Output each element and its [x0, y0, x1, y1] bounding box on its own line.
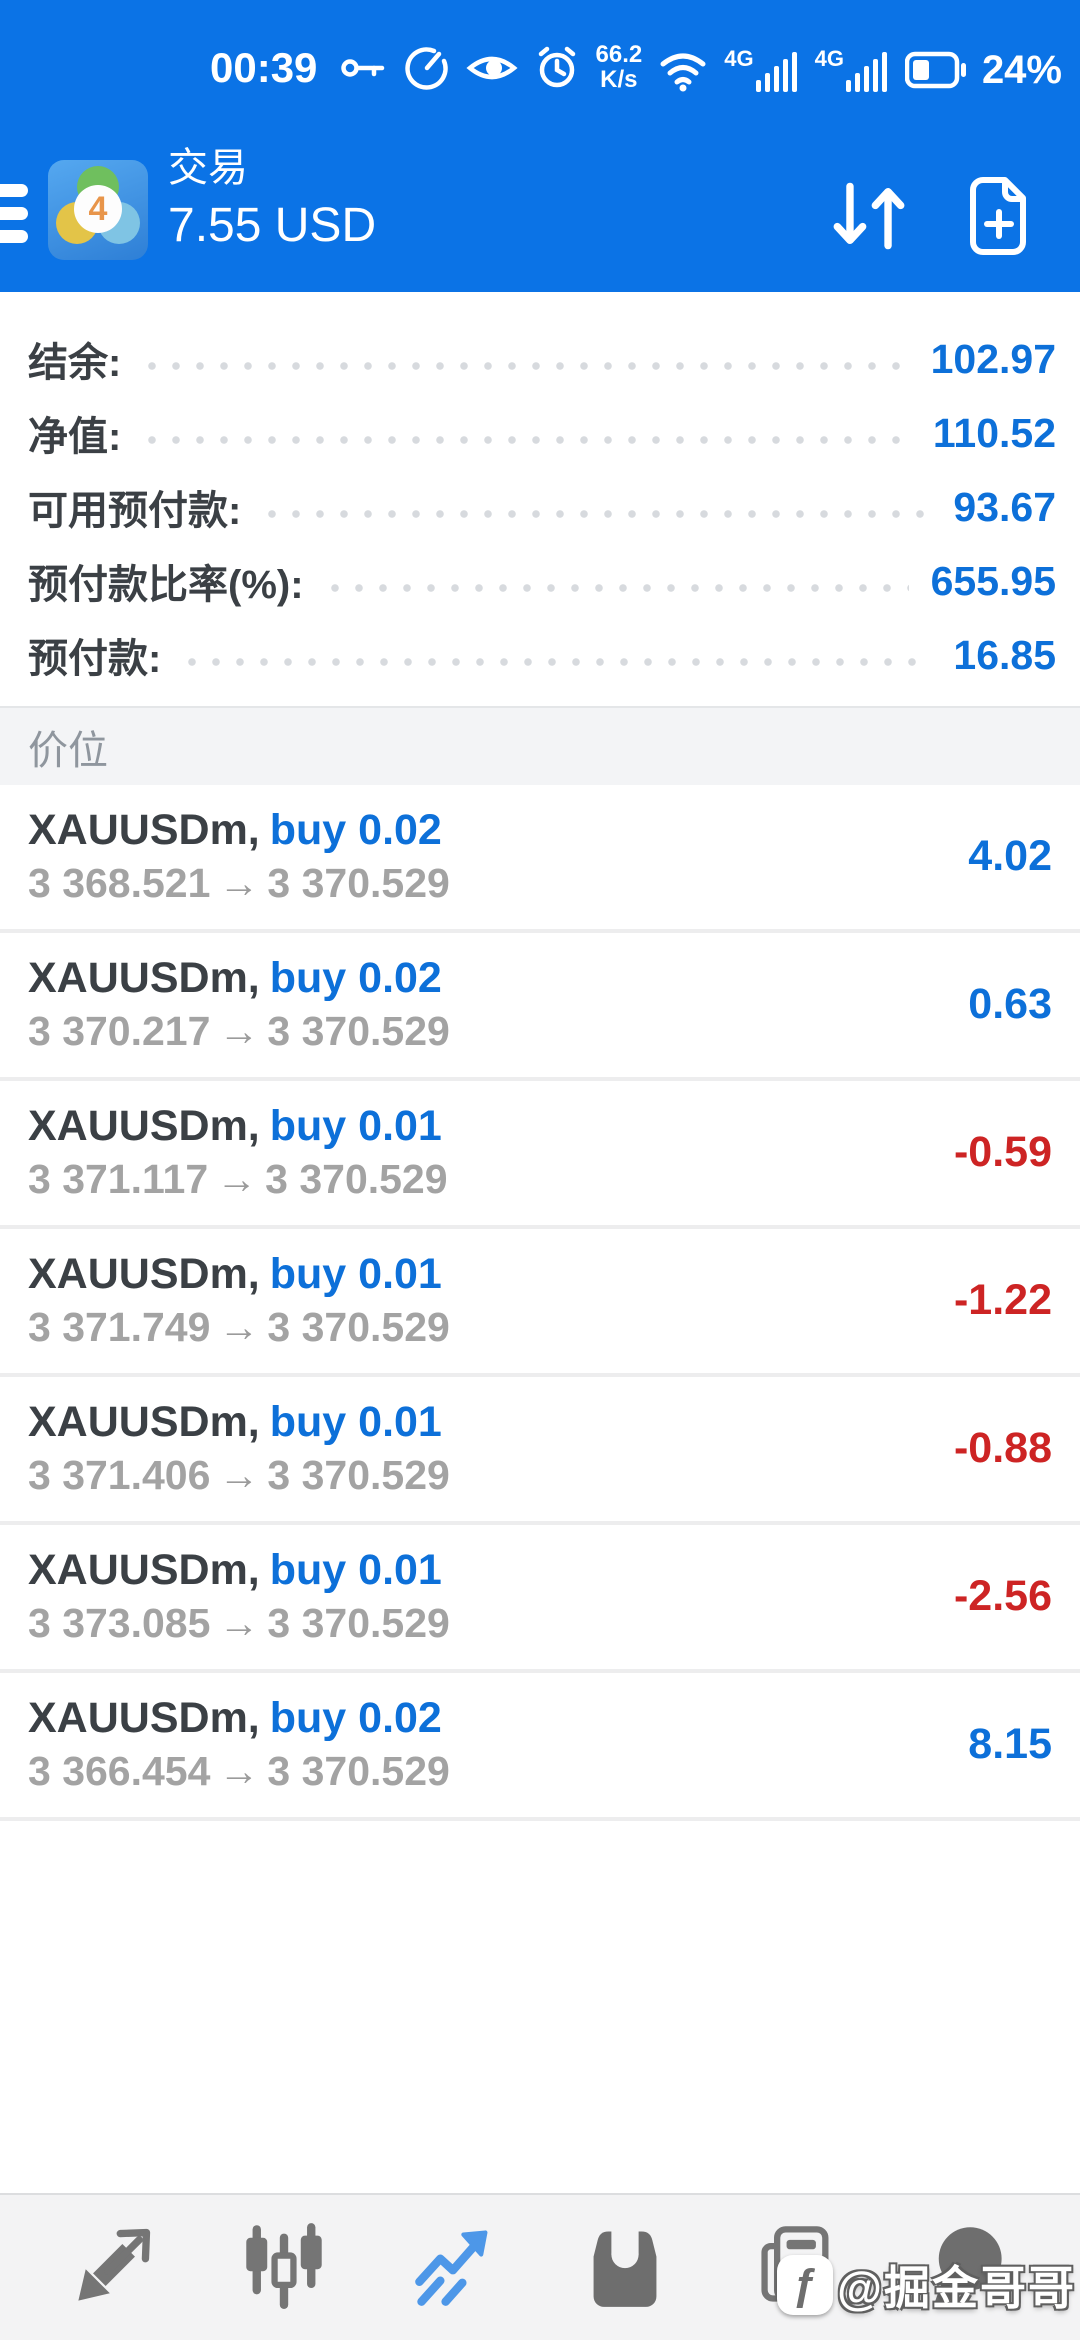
tab-charts[interactable]: [238, 2222, 330, 2314]
position-profit: 0.63: [968, 979, 1052, 1028]
arrow-right-icon: →: [218, 1304, 260, 1350]
position-prices: 3 368.521 → 3 370.529: [28, 860, 450, 906]
position-direction: buy 0.01: [269, 1250, 442, 1298]
alarm-icon: [533, 44, 581, 92]
arrow-right-icon: →: [218, 1008, 260, 1054]
arrow-right-icon: →: [218, 1452, 260, 1498]
position-direction: buy 0.02: [269, 806, 442, 854]
position-profit: -1.22: [953, 1275, 1052, 1324]
position-symbol: XAUUSDm,: [28, 1694, 260, 1742]
position-row[interactable]: XAUUSDm, buy 0.02 3 370.217 → 3 370.529 0.6…: [0, 933, 1080, 1081]
position-direction: buy 0.01: [269, 1546, 442, 1594]
position-profit: -0.88: [953, 1423, 1052, 1472]
position-profit: -2.56: [953, 1571, 1052, 1620]
mt4-logo-number: 4: [74, 185, 122, 233]
watermark-logo-icon: ƒ: [777, 2255, 834, 2315]
app-bar: 4 交易 7.55 USD: [0, 100, 1080, 292]
summary-row-margin-level: 预付款比率(%): 655.95: [28, 557, 1056, 608]
wifi-icon: [657, 44, 709, 92]
position-row[interactable]: XAUUSDm, buy 0.01 3 371.406 → 3 370.529 -0.…: [0, 1377, 1080, 1525]
position-direction: buy 0.02: [269, 954, 442, 1002]
position-row[interactable]: XAUUSDm, buy 0.01 3 373.085 → 3 370.529 -2.…: [0, 1525, 1080, 1673]
position-direction: buy 0.02: [269, 1694, 442, 1742]
arrow-right-icon: →: [216, 1156, 258, 1202]
trade-trend-icon: [411, 2221, 499, 2314]
position-profit: -0.59: [953, 1127, 1052, 1176]
position-prices: 3 371.406 → 3 370.529: [28, 1452, 450, 1498]
position-profit: 8.15: [968, 1719, 1052, 1768]
position-symbol: XAUUSDm,: [28, 1102, 260, 1150]
header-area: 00:39 66.2 K/s: [0, 0, 1080, 292]
menu-icon[interactable]: [0, 184, 28, 253]
position-prices: 3 371.749 → 3 370.529: [28, 1304, 450, 1350]
tab-quotes[interactable]: [68, 2222, 160, 2314]
signal-bars-icon: 4G: [724, 46, 799, 92]
position-row[interactable]: XAUUSDm, buy 0.01 3 371.117 → 3 370.529 -0.…: [0, 1081, 1080, 1229]
position-symbol: XAUUSDm,: [28, 1398, 260, 1446]
position-symbol: XAUUSDm,: [28, 954, 260, 1002]
dotted-leader: [147, 360, 909, 372]
dotted-leader: [329, 582, 909, 594]
key-icon: [340, 44, 388, 92]
dotted-leader: [187, 656, 932, 668]
watermark: ƒ @掘金哥哥: [777, 2252, 1076, 2318]
eye-protection-icon: [465, 44, 518, 92]
position-prices: 3 373.085 → 3 370.529: [28, 1600, 450, 1646]
position-prices: 3 370.217 → 3 370.529: [28, 1008, 450, 1054]
positions-section-title: 价位: [28, 728, 108, 773]
data-saver-icon: [403, 44, 451, 92]
status-bar: 00:39 66.2 K/s: [0, 0, 1080, 100]
account-equity-usd: 7.55 USD: [168, 199, 377, 252]
position-row[interactable]: XAUUSDm, buy 0.01 3 371.749 → 3 370.529 -1.…: [0, 1229, 1080, 1377]
tab-trade[interactable]: [409, 2222, 501, 2314]
battery-icon: [904, 48, 967, 92]
position-prices: 3 371.117 → 3 370.529: [28, 1156, 448, 1202]
page-title: 交易: [168, 146, 248, 190]
status-time: 00:39: [210, 44, 318, 91]
position-row[interactable]: XAUUSDm, buy 0.02 3 368.521 → 3 370.529 4.0…: [0, 785, 1080, 933]
arrow-right-icon: →: [218, 1748, 260, 1794]
signal-bars-icon: 4G: [815, 46, 890, 92]
position-direction: buy 0.01: [269, 1102, 442, 1150]
position-symbol: XAUUSDm,: [28, 1546, 260, 1594]
sort-icon[interactable]: [830, 179, 908, 258]
tab-chat[interactable]: [920, 2222, 1012, 2314]
chat-bubble-icon: [922, 2221, 1010, 2314]
summary-row-equity: 净值: 110.52: [28, 409, 1056, 460]
summary-row-margin: 预付款: 16.85: [28, 631, 1056, 682]
mt4-app-icon: 4: [48, 160, 148, 260]
positions-section-header: 价位: [0, 706, 1080, 785]
watermark-text: @掘金哥哥: [837, 2262, 1076, 2314]
quotes-arrows-icon: [70, 2221, 158, 2314]
summary-row-balance: 结余: 102.97: [28, 335, 1056, 386]
position-symbol: XAUUSDm,: [28, 1250, 260, 1298]
arrow-right-icon: →: [218, 860, 260, 906]
summary-row-free-margin: 可用预付款: 93.67: [28, 483, 1056, 534]
position-profit: 4.02: [968, 831, 1052, 880]
status-icons: 66.2 K/s 4G 4G 24%: [340, 41, 1062, 93]
position-prices: 3 366.454 → 3 370.529: [28, 1748, 450, 1794]
positions-list: XAUUSDm, buy 0.02 3 368.521 → 3 370.529 4.0…: [0, 785, 1080, 1821]
tab-history[interactable]: [579, 2222, 671, 2314]
history-tray-icon: [581, 2221, 669, 2314]
bottom-nav: [0, 2193, 1080, 2340]
dotted-leader: [147, 434, 911, 446]
battery-percent: 24%: [981, 48, 1062, 92]
position-direction: buy 0.01: [269, 1398, 442, 1446]
dotted-leader: [267, 508, 932, 520]
position-row[interactable]: XAUUSDm, buy 0.02 3 366.454 → 3 370.529 8.1…: [0, 1673, 1080, 1821]
network-speed: 66.2 K/s: [595, 41, 643, 93]
candlestick-chart-icon: [240, 2221, 328, 2314]
position-symbol: XAUUSDm,: [28, 806, 260, 854]
account-summary: 结余: 102.97 净值: 110.52 可用预付款: 93.67 预付款比率…: [0, 292, 1080, 706]
arrow-right-icon: →: [218, 1600, 260, 1646]
new-order-icon[interactable]: [966, 176, 1032, 261]
